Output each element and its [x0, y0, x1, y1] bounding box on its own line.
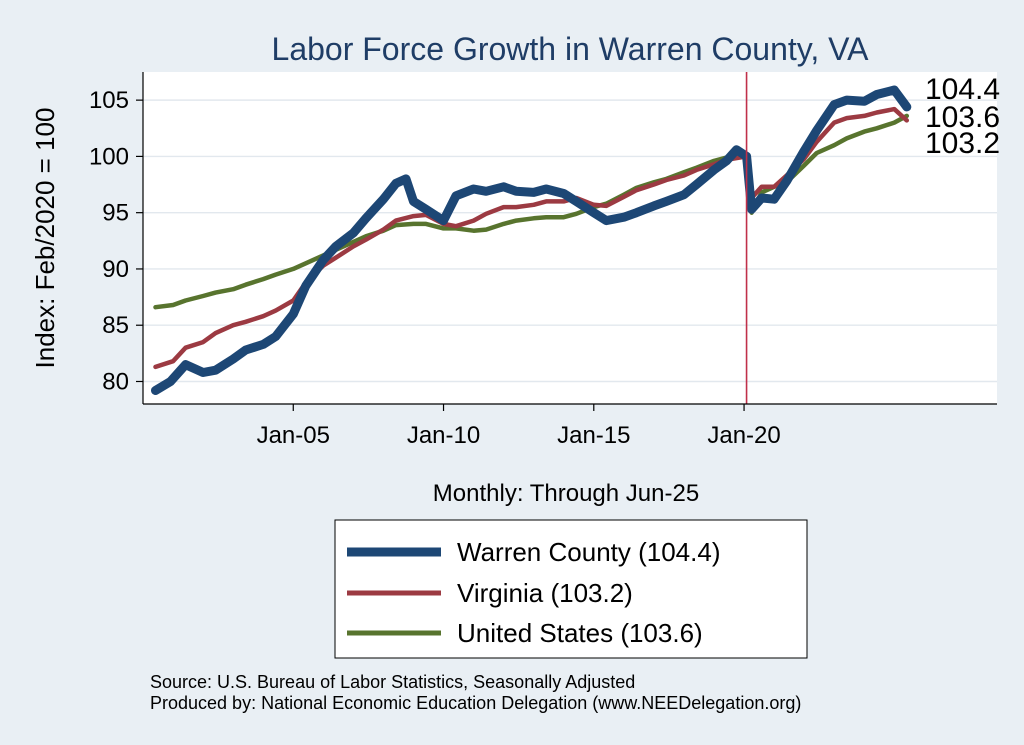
y-tick-label-100: 100	[89, 143, 129, 170]
y-tick-label-80: 80	[102, 368, 129, 395]
y-tick-label-105: 105	[89, 87, 129, 114]
plot-area	[143, 72, 997, 404]
x-ticks: Jan-05 Jan-10 Jan-15 Jan-20	[257, 404, 781, 449]
end-label-1: 103.6	[925, 101, 1000, 134]
producer-note: Produced by: National Economic Education…	[150, 693, 801, 713]
end-label-0: 104.4	[925, 73, 1000, 106]
series-line-0	[151, 85, 912, 395]
x-tick-label-3: Jan-20	[707, 422, 780, 449]
legend: Warren County (104.4) Virginia (103.2) U…	[334, 519, 808, 659]
source-note: Source: U.S. Bureau of Labor Statistics,…	[150, 672, 635, 692]
series-lines	[151, 72, 912, 404]
y-tick-label-95: 95	[102, 200, 129, 227]
x-tick-label-1: Jan-10	[407, 422, 480, 449]
end-label-2: 103.2	[925, 127, 1000, 160]
y-axis-label: Index: Feb/2020 = 100	[30, 108, 60, 369]
y-tick-label-85: 85	[102, 312, 129, 339]
legend-label-warren: Warren County (104.4)	[457, 537, 720, 567]
legend-label-virginia: Virginia (103.2)	[457, 578, 633, 608]
y-tick-label-90: 90	[102, 256, 129, 283]
series-line-1	[153, 106, 910, 370]
x-tick-label-2: Jan-15	[557, 422, 630, 449]
legend-label-united-states: United States (103.6)	[457, 618, 703, 648]
y-ticks: 80 85 90 95 100 105	[89, 87, 143, 395]
chart-title: Labor Force Growth in Warren County, VA	[272, 31, 870, 67]
x-axis-label: Monthly: Through Jun-25	[433, 480, 699, 507]
x-tick-label-0: Jan-05	[257, 422, 330, 449]
